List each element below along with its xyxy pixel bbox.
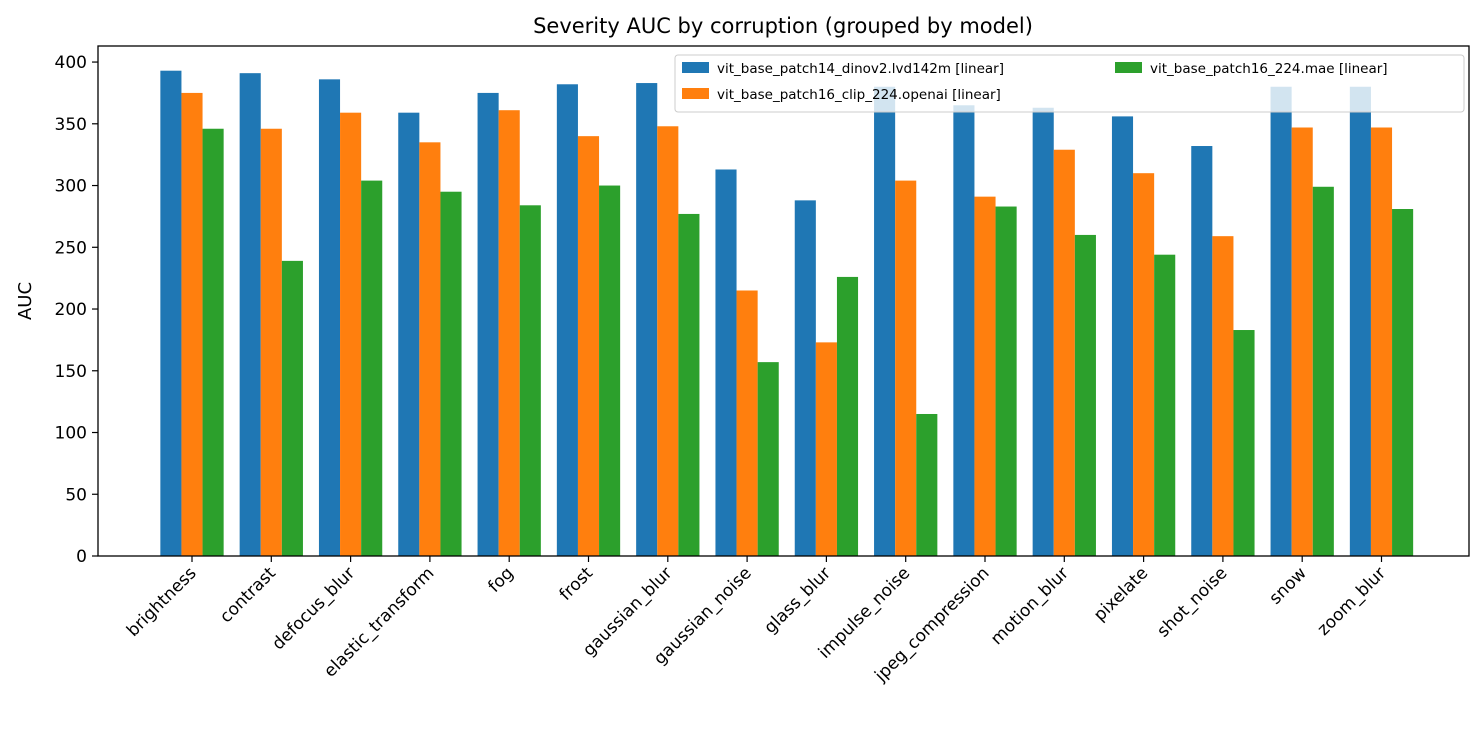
bar-frost-series-1 [556,84,578,556]
bar-defocus_blur-series-1 [318,79,341,556]
bar-brightness-series-3 [202,128,224,557]
bar-defocus_blur-series-3 [361,180,383,556]
bar-motion_blur-series-1 [1032,107,1054,557]
bar-fog-series-2 [498,110,520,557]
bar-gaussian_blur-series-2 [657,126,679,557]
bar-brightness-series-2 [181,92,203,557]
x-tick-label: defocus_blur [268,563,359,654]
plot-frame [97,45,1470,557]
bar-jpeg_compression-series-3 [995,206,1017,556]
bar-shot_noise-series-3 [1233,330,1255,556]
y-tick-label: 400 [55,53,87,73]
bar-frost-series-2 [577,136,600,556]
bar-impulse_noise-series-3 [916,413,938,556]
bar-fog-series-1 [477,92,499,557]
legend-label-series-2: vit_base_patch16_clip_224.openai [linear… [717,87,1001,103]
bar-gaussian_blur-series-3 [678,213,700,556]
bar-gaussian_noise-series-3 [757,362,779,556]
bar-snow-series-1 [1270,86,1292,556]
legend-swatch-series-3 [1115,62,1142,73]
bar-glass_blur-series-3 [836,276,859,556]
bar-pixelate-series-1 [1111,116,1134,556]
bar-glass_blur-series-2 [815,342,837,556]
y-tick-label: 250 [55,238,87,258]
bar-zoom_blur-series-1 [1349,86,1371,556]
bar-defocus_blur-series-2 [340,112,362,557]
bar-frost-series-3 [599,185,621,557]
bar-elastic_transform-series-1 [398,112,420,557]
y-axis-label: AUC [15,282,36,320]
bar-pixelate-series-3 [1154,254,1176,556]
bar-brightness-series-1 [160,70,182,556]
x-tick-label: zoom_blur [1314,563,1390,639]
bar-contrast-series-3 [281,260,303,556]
legend-swatch-series-2 [682,88,709,99]
x-tick-label: motion_blur [987,563,1073,649]
x-tick-label: snow [1266,563,1311,608]
bar-snow-series-2 [1291,127,1313,556]
y-tick-label: 50 [65,485,87,505]
chart-title: Severity AUC by corruption (grouped by m… [533,14,1033,38]
bar-snow-series-3 [1312,186,1334,556]
bar-impulse_noise-series-1 [874,86,896,556]
bar-zoom_blur-series-2 [1370,127,1393,556]
x-tick-label: contrast [216,563,280,627]
x-tick-label: frost [556,563,598,605]
bar-contrast-series-2 [260,128,282,557]
bar-elastic_transform-series-3 [440,191,462,556]
x-tick-label: fog [484,563,517,596]
bar-elastic_transform-series-2 [419,142,441,556]
legend-swatch-series-1 [682,62,709,73]
bar-gaussian_noise-series-2 [736,290,758,556]
legend-box [674,54,1465,113]
legend: vit_base_patch14_dinov2.lvd142m [linear]… [674,54,1465,113]
bar-contrast-series-1 [239,73,261,557]
bar-gaussian_noise-series-1 [715,169,737,557]
y-tick-label: 150 [55,362,87,382]
y-tick-label: 100 [55,424,87,444]
bar-motion_blur-series-3 [1074,234,1096,556]
x-tick-label: pixelate [1090,563,1152,625]
x-tick-label: brightness [123,563,201,641]
bar-jpeg_compression-series-1 [953,105,975,557]
bar-impulse_noise-series-2 [895,180,917,556]
bar-gaussian_blur-series-1 [636,83,658,557]
y-tick-label: 0 [76,547,87,567]
bar-pixelate-series-2 [1133,173,1155,556]
bar-shot_noise-series-1 [1191,146,1213,556]
bar-fog-series-3 [519,205,541,557]
y-tick-label: 200 [55,300,87,320]
x-tick-label: shot_noise [1153,563,1231,641]
bars-layer [160,70,1414,557]
legend-label-series-1: vit_base_patch14_dinov2.lvd142m [linear] [717,61,1004,77]
x-tick-label: glass_blur [760,563,835,638]
legend-label-series-3: vit_base_patch16_224.mae [linear] [1150,61,1388,77]
y-tick-label: 350 [55,115,87,135]
bar-jpeg_compression-series-2 [974,196,996,556]
bar-motion_blur-series-2 [1053,149,1075,557]
bar-glass_blur-series-1 [794,200,816,557]
y-tick-label: 300 [55,177,87,197]
bar-zoom_blur-series-3 [1392,209,1414,556]
bar-shot_noise-series-2 [1212,236,1234,557]
